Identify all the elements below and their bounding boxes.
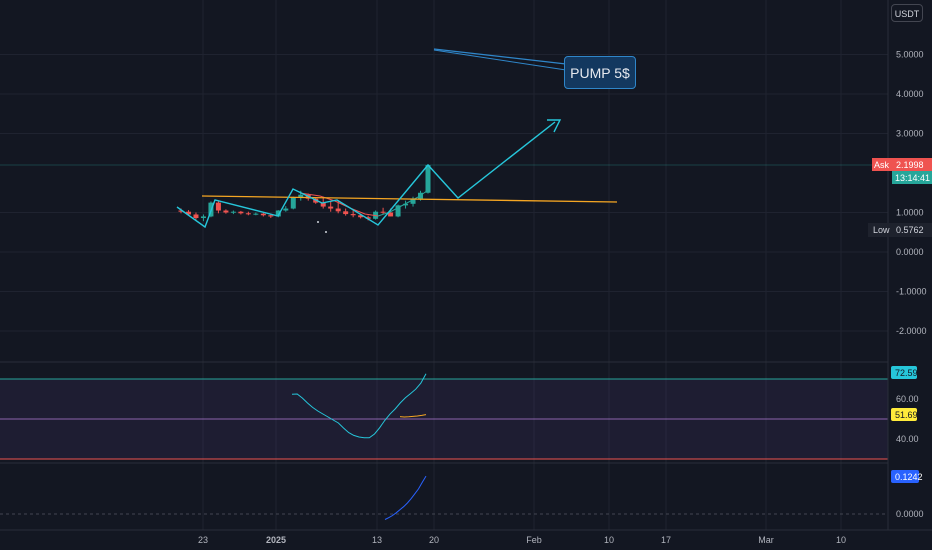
rsi-signal-value: 51.69 — [895, 410, 918, 420]
rsi-tick-label: 40.00 — [896, 434, 919, 444]
callout-pointer — [433, 48, 567, 65]
candle-body — [328, 206, 334, 209]
candle-body — [298, 194, 304, 198]
pump-annotation[interactable]: PUMP 5$ — [564, 56, 636, 89]
candle-body — [268, 215, 274, 217]
rsi-signal-tag: 51.69 — [891, 408, 918, 421]
price-tick-label: 3.0000 — [896, 129, 924, 139]
macd-line — [384, 475, 427, 520]
support-line[interactable] — [201, 195, 618, 203]
candle-body — [193, 214, 199, 219]
candle-body — [365, 217, 371, 219]
candle-body — [223, 210, 229, 213]
bar-countdown: 13:14:41 — [895, 173, 930, 183]
candle-body — [238, 211, 244, 214]
candle-body — [425, 165, 431, 193]
time-axis[interactable]: 23 2025 13 20 Feb 10 17 Mar 10 — [198, 535, 846, 545]
ask-label: Ask — [874, 160, 890, 170]
candle-body — [230, 211, 236, 213]
candle-body — [343, 211, 349, 215]
time-tick-label: 23 — [198, 535, 208, 545]
macd-tick-label: 0.0000 — [896, 509, 924, 519]
candle-body — [403, 203, 409, 206]
rsi-axis[interactable]: 60.00 40.00 — [896, 394, 919, 444]
marker-dot — [325, 231, 327, 233]
rsi-signal-line — [399, 414, 427, 418]
rsi-line — [291, 373, 427, 439]
price-tick-label: -2.0000 — [896, 326, 927, 336]
price-axis[interactable]: 5.0000 4.0000 3.0000 1.0000 0.0000 -1.0000 -2.… — [896, 50, 927, 337]
candle-body — [380, 211, 386, 213]
time-tick-label: 10 — [836, 535, 846, 545]
price-tick-label: 0.0000 — [896, 247, 924, 257]
time-tick-label: 17 — [661, 535, 671, 545]
candle-body — [185, 211, 191, 215]
low-label: Low — [873, 225, 890, 235]
low-price-tag: Low 0.5762 — [868, 223, 932, 237]
candle-body — [410, 198, 416, 204]
time-tick-label: 20 — [429, 535, 439, 545]
candle-body — [275, 210, 281, 217]
candle-body — [350, 214, 356, 216]
time-tick-label: Mar — [758, 535, 774, 545]
rsi-value-tag: 72.59 — [891, 366, 918, 379]
candle-body — [178, 210, 184, 212]
time-tick-label: 2025 — [266, 535, 286, 545]
price-tick-label: 1.0000 — [896, 208, 924, 218]
callout-pointer-lower — [433, 49, 567, 71]
candle-body — [200, 216, 206, 219]
rsi-tick-label: 60.00 — [896, 394, 919, 404]
macd-value: 0.1242 — [895, 472, 923, 482]
candle-body — [260, 213, 266, 216]
candle-body — [290, 197, 296, 209]
moving-average-red — [299, 192, 379, 217]
candle-body — [245, 213, 251, 215]
price-tick-label: -1.0000 — [896, 287, 927, 297]
candle-body — [395, 205, 401, 217]
price-tick-label: 5.0000 — [896, 50, 924, 60]
ask-value: 2.1998 — [896, 160, 924, 170]
rsi-value: 72.59 — [895, 368, 918, 378]
macd-value-tag: 0.1242 — [891, 470, 923, 483]
price-tick-label: 4.0000 — [896, 89, 924, 99]
candle-body — [253, 213, 259, 215]
time-tick-label: 10 — [604, 535, 614, 545]
low-value: 0.5762 — [896, 225, 924, 235]
macd-axis[interactable]: 0.0000 — [896, 509, 924, 519]
candle-body — [388, 212, 394, 217]
pattern-drawing[interactable] — [176, 121, 556, 229]
candle-body — [358, 215, 364, 218]
ask-price-tag: Ask 2.1998 13:14:41 — [872, 158, 932, 184]
marker-dot — [317, 221, 319, 223]
candle-body — [215, 202, 221, 211]
arrow-head-icon — [547, 119, 562, 133]
moving-average-green — [377, 189, 429, 217]
time-tick-label: Feb — [526, 535, 542, 545]
currency-button[interactable]: USDT — [891, 4, 923, 22]
candle-body — [283, 208, 289, 211]
time-tick-label: 13 — [372, 535, 382, 545]
candle-body — [320, 202, 326, 207]
candle-body — [335, 208, 341, 212]
